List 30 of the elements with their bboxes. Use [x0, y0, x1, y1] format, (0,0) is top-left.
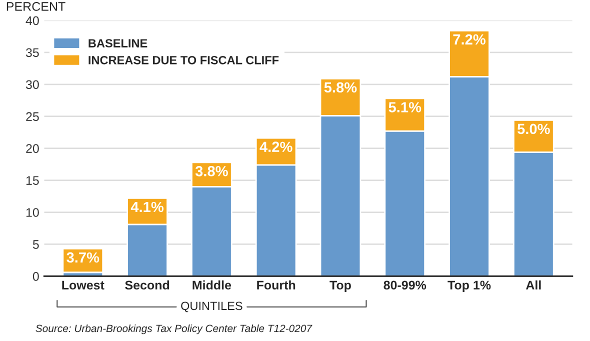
- data-label: 4.2%: [260, 142, 292, 152]
- y-tick-label: 10: [26, 208, 39, 217]
- y-tick-label: 20: [26, 144, 39, 153]
- x-tick-label: All: [526, 280, 541, 290]
- x-tick-label: Lowest: [62, 280, 104, 290]
- legend-label: INCREASE DUE TO FISCAL CLIFF: [88, 56, 279, 64]
- text: QUINTILES: [181, 302, 242, 312]
- x-tick-label: Top: [330, 280, 351, 292]
- data-label: 5.8%: [324, 82, 357, 93]
- y-tick-label: 35: [26, 48, 39, 58]
- y-axis-title: PERCENT: [6, 2, 66, 11]
- data-label: 5.0%: [517, 124, 550, 134]
- data-label: 5.1%: [388, 102, 422, 112]
- x-tick-label: Second: [125, 280, 170, 290]
- data-label: 4.1%: [130, 202, 164, 212]
- data-label: 3.7%: [66, 252, 100, 263]
- data-label: 3.8%: [195, 166, 228, 176]
- data-label: 7.2%: [453, 34, 486, 45]
- x-tick-label: Fourth: [257, 280, 296, 290]
- y-tick-label: 15: [26, 176, 39, 185]
- y-tick-label: 40: [26, 16, 39, 26]
- y-tick-label: 30: [26, 80, 39, 90]
- legend-label: BASELINE: [88, 39, 148, 48]
- x-tick-label: Middle: [192, 280, 232, 290]
- source-note: Source: Urban-Brookings Tax Policy Center Table T12-0207: [36, 324, 312, 334]
- y-tick-label: 25: [26, 112, 39, 122]
- x-tick-label: 80-99%: [384, 280, 426, 290]
- y-tick-label: 5: [32, 240, 39, 249]
- y-tick-label: 0: [32, 272, 39, 281]
- x-tick-label: Top 1%: [448, 280, 491, 292]
